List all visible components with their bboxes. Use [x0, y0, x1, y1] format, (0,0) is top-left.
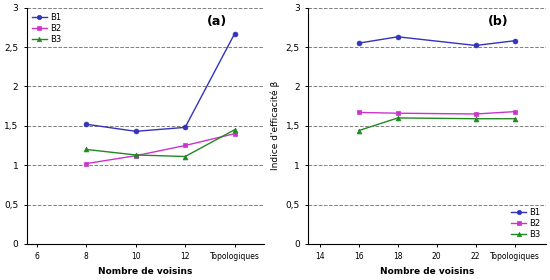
B2 — [83, 162, 90, 165]
B1 — [472, 44, 479, 47]
X-axis label: Nombre de voisins: Nombre de voisins — [98, 267, 192, 276]
Legend: B1, B2, B3: B1, B2, B3 — [31, 12, 62, 45]
B3 — [394, 116, 401, 120]
Text: (b): (b) — [488, 15, 509, 28]
B2 — [472, 112, 479, 116]
B1 — [182, 126, 189, 129]
X-axis label: Nombre de voisins: Nombre de voisins — [380, 267, 474, 276]
Line: B3: B3 — [356, 115, 517, 133]
B3 — [83, 148, 90, 151]
Legend: B1, B2, B3: B1, B2, B3 — [510, 207, 542, 240]
Line: B1: B1 — [84, 31, 237, 134]
B3 — [232, 128, 238, 131]
B3 — [133, 153, 139, 157]
B3 — [512, 117, 518, 120]
B3 — [356, 129, 362, 132]
B2 — [133, 154, 139, 157]
B2 — [232, 132, 238, 135]
B1 — [394, 35, 401, 38]
B2 — [356, 111, 362, 114]
B3 — [182, 155, 189, 158]
B1 — [133, 130, 139, 133]
B1 — [512, 39, 518, 43]
B3 — [472, 117, 479, 120]
Line: B2: B2 — [356, 109, 517, 116]
B2 — [512, 110, 518, 113]
Line: B2: B2 — [84, 131, 237, 166]
B1 — [356, 41, 362, 45]
B1 — [83, 123, 90, 126]
B2 — [394, 111, 401, 115]
Text: (a): (a) — [207, 15, 227, 28]
B2 — [182, 144, 189, 147]
Y-axis label: Indice d'efficacité β: Indice d'efficacité β — [271, 81, 280, 171]
Line: B3: B3 — [84, 127, 237, 159]
B1 — [232, 32, 238, 35]
Line: B1: B1 — [356, 34, 517, 48]
